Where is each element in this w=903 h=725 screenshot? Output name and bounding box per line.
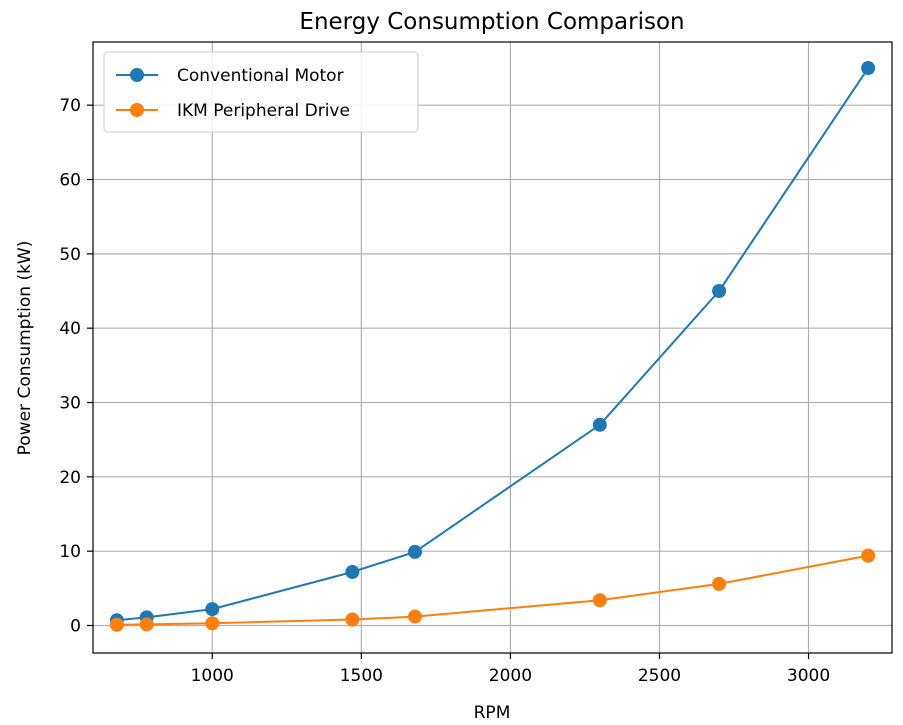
- data-point-conventional-motor: [407, 544, 422, 559]
- legend-label-ikm-peripheral-drive: IKM Peripheral Drive: [177, 101, 350, 121]
- plot-series: [109, 61, 876, 632]
- y-axis-label: Power Consumption (kW): [15, 241, 35, 456]
- chart-title: Energy Consumption Comparison: [299, 9, 684, 35]
- y-tick-label: 60: [59, 171, 81, 191]
- legend-label-conventional-motor: Conventional Motor: [177, 66, 344, 86]
- x-tick-label: 3000: [787, 666, 830, 686]
- data-point-conventional-motor: [592, 417, 607, 432]
- data-point-ikm-peripheral-drive: [592, 593, 607, 608]
- legend-marker-conventional-motor: [130, 68, 144, 82]
- legend-box: [103, 51, 419, 133]
- data-point-ikm-peripheral-drive: [205, 616, 220, 631]
- x-tick-label: 1000: [191, 666, 234, 686]
- data-point-conventional-motor: [712, 284, 727, 299]
- plot-frame: [92, 41, 893, 654]
- data-point-ikm-peripheral-drive: [109, 617, 124, 632]
- y-tick-label: 20: [59, 468, 81, 488]
- y-tick-label: 70: [59, 96, 81, 116]
- legend-marker-ikm-peripheral-drive: [130, 103, 144, 117]
- data-point-ikm-peripheral-drive: [407, 609, 422, 624]
- y-tick-label: 40: [59, 319, 81, 339]
- y-tick-label: 0: [70, 616, 81, 636]
- grid: [93, 42, 892, 653]
- data-point-conventional-motor: [861, 61, 876, 76]
- x-axis-label: RPM: [474, 703, 511, 723]
- data-point-ikm-peripheral-drive: [345, 612, 360, 627]
- data-point-conventional-motor: [205, 602, 220, 617]
- y-tick-label: 10: [59, 542, 81, 562]
- data-point-ikm-peripheral-drive: [712, 576, 727, 591]
- series-line-ikm-peripheral-drive: [116, 554, 869, 626]
- y-tick-label: 30: [59, 394, 81, 414]
- series-line-conventional-motor: [116, 67, 869, 622]
- x-tick-label: 1500: [340, 666, 383, 686]
- y-tick-label: 50: [59, 245, 81, 265]
- data-point-ikm-peripheral-drive: [139, 617, 154, 632]
- data-point-ikm-peripheral-drive: [861, 548, 876, 563]
- x-tick-label: 2500: [638, 666, 681, 686]
- data-point-conventional-motor: [345, 564, 360, 579]
- legend: Conventional Motor IKM Peripheral Drive: [103, 51, 419, 133]
- x-tick-label: 2000: [489, 666, 532, 686]
- axis-ticks: 1000 1500 2000 2500 3000 0 10 20 30 40 50 60 70: [59, 96, 830, 686]
